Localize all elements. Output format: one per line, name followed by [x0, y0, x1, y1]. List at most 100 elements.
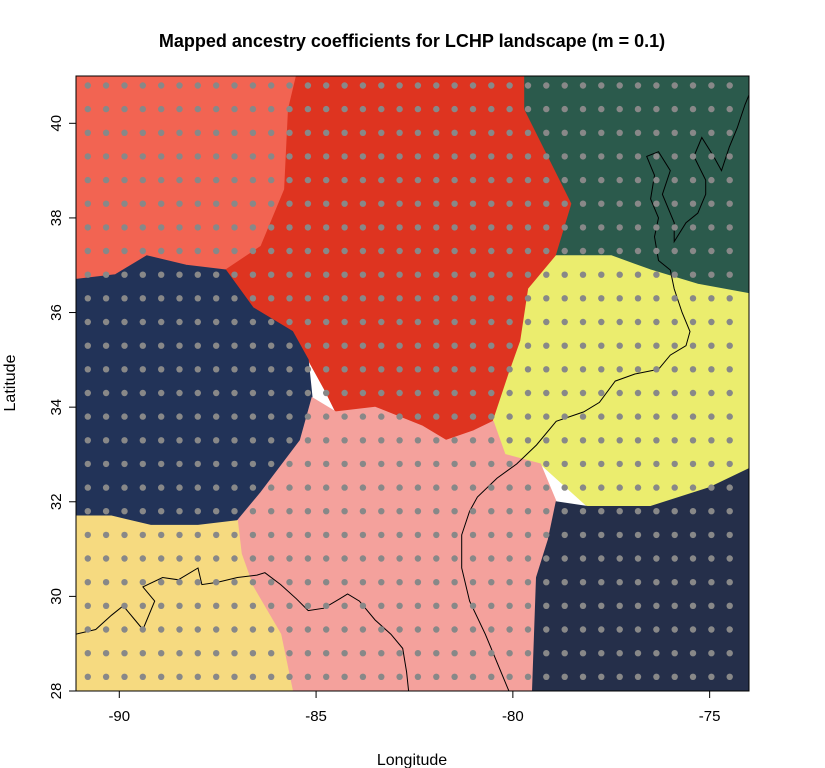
sample-point	[616, 626, 623, 633]
sample-point	[341, 673, 348, 680]
sample-point	[378, 224, 385, 231]
sample-point	[561, 437, 568, 444]
sample-point	[84, 247, 92, 255]
sample-point	[102, 318, 110, 326]
sample-point	[414, 176, 422, 184]
sample-point	[139, 224, 146, 231]
sample-point	[121, 200, 128, 207]
sample-point	[433, 650, 440, 657]
sample-point	[689, 437, 697, 444]
sample-point	[84, 342, 92, 349]
sample-point	[726, 105, 733, 113]
sample-point	[323, 200, 330, 207]
sample-point	[543, 247, 550, 255]
sample-point	[433, 318, 440, 326]
sample-point	[139, 318, 146, 326]
sample-point	[726, 200, 733, 207]
sample-point	[726, 673, 733, 680]
sample-point	[158, 389, 165, 397]
sample-point	[598, 247, 605, 255]
sample-point	[543, 579, 550, 586]
sample-point	[634, 318, 642, 326]
sample-point	[708, 200, 715, 207]
sample-point	[213, 484, 220, 491]
sample-point	[653, 579, 660, 586]
sample-point	[304, 176, 312, 184]
sample-point	[102, 129, 110, 136]
sample-point	[414, 247, 422, 255]
sample-point	[451, 318, 458, 326]
sample-point	[396, 176, 403, 184]
sample-point	[671, 460, 678, 468]
ancestry-cluster-7	[76, 515, 294, 691]
sample-point	[708, 247, 715, 255]
sample-point	[158, 484, 165, 491]
sample-point	[213, 650, 220, 657]
sample-point	[231, 413, 238, 420]
sample-point	[488, 295, 495, 302]
sample-point	[194, 437, 201, 444]
sample-point	[451, 105, 458, 113]
sample-point	[121, 650, 128, 657]
sample-point	[176, 437, 183, 444]
sample-point	[378, 318, 385, 326]
sample-point	[671, 176, 678, 184]
sample-point	[708, 318, 715, 326]
sample-point	[726, 366, 733, 373]
sample-point	[598, 673, 605, 680]
sample-point	[579, 508, 587, 515]
sample-point	[414, 673, 422, 680]
sample-point	[561, 342, 568, 349]
sample-point	[139, 153, 146, 160]
sample-point	[268, 437, 275, 444]
sample-point	[598, 318, 605, 326]
sample-point	[506, 153, 513, 160]
sample-point	[359, 271, 367, 278]
sample-point	[433, 626, 440, 633]
sample-point	[268, 531, 275, 539]
sample-point	[414, 129, 422, 136]
sample-point	[286, 460, 293, 468]
sample-point	[543, 460, 550, 468]
sample-point	[708, 673, 715, 680]
sample-point	[176, 153, 183, 160]
sample-point	[598, 508, 605, 515]
sample-point	[598, 176, 605, 184]
sample-point	[579, 200, 587, 207]
sample-point	[102, 224, 110, 231]
sample-point	[634, 200, 642, 207]
sample-point	[524, 437, 532, 444]
sample-point	[616, 531, 623, 539]
sample-point	[634, 673, 642, 680]
sample-point	[249, 129, 257, 136]
sample-point	[231, 579, 238, 586]
sample-point	[323, 579, 330, 586]
sample-point	[469, 626, 477, 633]
sample-point	[139, 508, 146, 515]
sample-point	[341, 105, 348, 113]
sample-point	[286, 531, 293, 539]
sample-point	[506, 82, 513, 89]
sample-point	[176, 176, 183, 184]
sample-point	[378, 460, 385, 468]
sample-point	[653, 247, 660, 255]
sample-point	[139, 413, 146, 420]
sample-point	[616, 650, 623, 657]
sample-point	[469, 318, 477, 326]
sample-point	[378, 153, 385, 160]
sample-point	[249, 460, 257, 468]
sample-point	[158, 460, 165, 468]
sample-point	[414, 105, 422, 113]
sample-point	[726, 626, 733, 633]
sample-point	[579, 602, 587, 609]
sample-point	[286, 105, 293, 113]
sample-point	[634, 579, 642, 586]
sample-point	[84, 626, 92, 633]
sample-point	[213, 153, 220, 160]
sample-point	[121, 295, 128, 302]
sample-point	[304, 129, 312, 136]
sample-point	[671, 673, 678, 680]
sample-point	[286, 437, 293, 444]
sample-point	[378, 555, 385, 562]
